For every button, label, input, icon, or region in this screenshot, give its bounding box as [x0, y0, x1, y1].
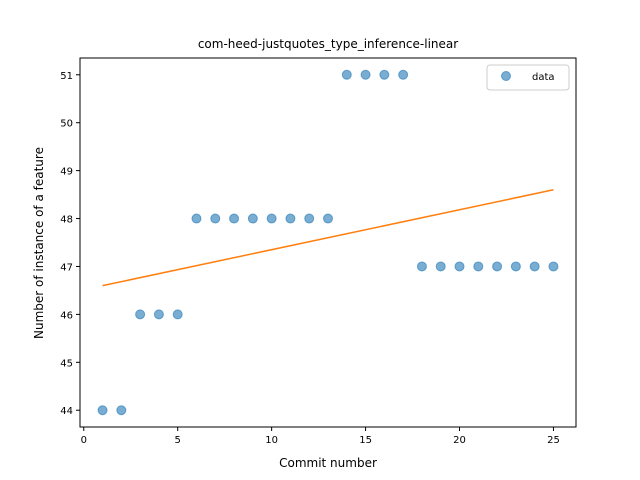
- y-tick-label: 47: [60, 262, 73, 273]
- data-point: [153, 309, 164, 320]
- data-point: [191, 213, 202, 224]
- data-point: [247, 213, 258, 224]
- legend-marker: [501, 71, 511, 81]
- data-point: [323, 213, 333, 224]
- data-point: [135, 309, 146, 320]
- data-point: [97, 405, 108, 416]
- x-axis-ticks: 0 5 10 15 20 25: [81, 427, 560, 446]
- data-point: [304, 213, 315, 224]
- data-point: [435, 261, 446, 272]
- data-point: [454, 261, 465, 272]
- x-tick-label: 20: [453, 435, 466, 446]
- data-point: [266, 213, 277, 224]
- legend-box: [486, 64, 570, 91]
- data-point: [510, 261, 521, 272]
- data-point: [398, 69, 409, 80]
- data-point: [548, 261, 559, 272]
- y-tick-label: 51: [60, 71, 73, 82]
- fit-line: [102, 189, 554, 287]
- axes-frame: [79, 57, 577, 428]
- plot-area: [79, 57, 577, 428]
- legend: data: [486, 64, 570, 91]
- y-tick-label: 49: [60, 167, 73, 178]
- x-tick-label: 25: [547, 435, 560, 446]
- data-point: [341, 69, 352, 80]
- data-point: [529, 261, 540, 272]
- data-point: [360, 69, 371, 80]
- chart-title: com-heed-justquotes_type_inference-linea…: [198, 37, 458, 51]
- y-tick-label: 50: [60, 119, 73, 130]
- data-point: [492, 261, 503, 272]
- y-tick-label: 45: [60, 358, 73, 369]
- x-tick-label: 15: [359, 435, 372, 446]
- y-tick-label: 44: [60, 406, 73, 417]
- data-point: [473, 261, 484, 272]
- legend-label-data: data: [532, 72, 555, 83]
- x-tick-label: 10: [265, 435, 278, 446]
- x-tick-label: 5: [175, 435, 181, 446]
- data-point: [416, 261, 427, 272]
- data-point: [229, 213, 240, 224]
- y-axis-ticks: 44 45 46 47 48 49 50 51: [60, 71, 80, 417]
- data-point: [285, 213, 296, 224]
- y-axis-label: Number of instance of a feature: [32, 147, 46, 339]
- data-point: [116, 405, 127, 416]
- data-point: [210, 213, 221, 224]
- y-tick-label: 48: [60, 215, 73, 226]
- x-axis-label: Commit number: [279, 456, 377, 470]
- y-tick-label: 46: [60, 310, 73, 321]
- x-tick-label: 0: [81, 435, 87, 446]
- data-point: [172, 309, 183, 320]
- data-point: [379, 69, 390, 80]
